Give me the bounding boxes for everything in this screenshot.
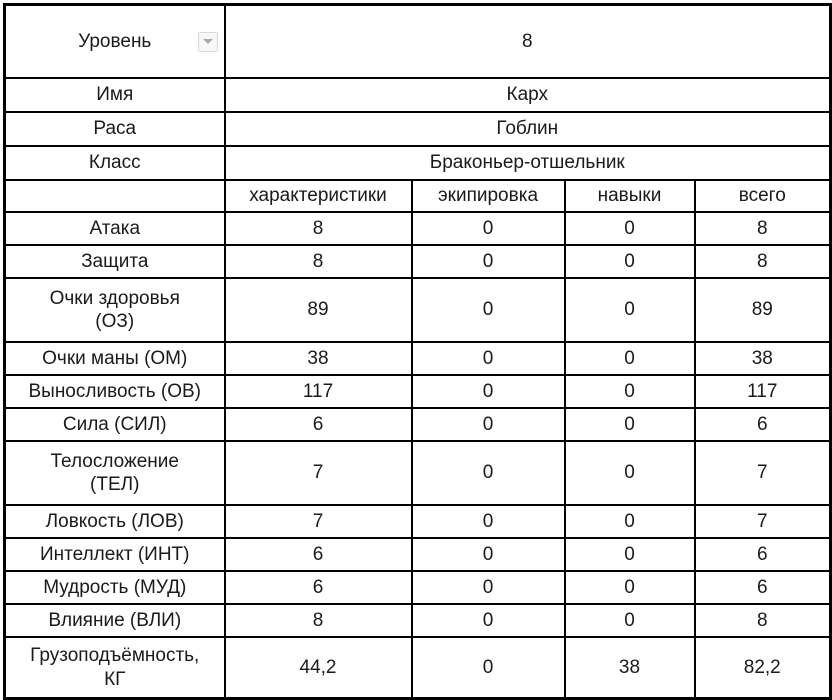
level-value: 8 xyxy=(223,3,832,80)
character-sheet: Уровень 8 Имя Карх Раса Гоблин Класс Бра… xyxy=(3,3,832,700)
name-row: Имя Карх xyxy=(3,77,832,114)
race-row: Раса Гоблин xyxy=(3,111,832,148)
stat-value: 38 xyxy=(693,341,832,377)
stat-value: 0 xyxy=(410,537,566,573)
race-label: Раса xyxy=(3,111,226,148)
name-label: Имя xyxy=(3,77,226,114)
level-label: Уровень xyxy=(78,30,152,52)
stat-row-carry-capacity: Грузоподъёмность, КГ 44,2 0 38 82,2 xyxy=(3,636,832,700)
filter-dropdown-button[interactable] xyxy=(197,31,218,52)
stat-value: 0 xyxy=(410,277,566,344)
stat-label: Интеллект (ИНТ) xyxy=(3,537,226,573)
col-header-equipment: экипировка xyxy=(410,179,566,214)
stat-row-defense: Защита 8 0 0 8 xyxy=(3,244,832,280)
stat-value: 0 xyxy=(410,211,566,247)
stat-value: 38 xyxy=(563,636,696,700)
stats-header-row: характеристики экипировка навыки всего xyxy=(3,179,832,214)
stat-value: 89 xyxy=(223,277,413,344)
stat-value: 8 xyxy=(223,211,413,247)
stat-value: 0 xyxy=(563,211,696,247)
stat-row-health-points: Очки здоровья (ОЗ) 89 0 0 89 xyxy=(3,277,832,344)
stat-value: 8 xyxy=(223,603,413,639)
level-label-cell: Уровень xyxy=(3,3,226,80)
stat-value: 0 xyxy=(563,407,696,443)
stat-value: 0 xyxy=(410,374,566,410)
stat-value: 0 xyxy=(563,504,696,540)
stat-value: 7 xyxy=(223,504,413,540)
stat-label: Выносливость (ОВ) xyxy=(3,374,226,410)
stat-value: 0 xyxy=(563,341,696,377)
stat-value: 0 xyxy=(563,277,696,344)
stat-label: Телосложение (ТЕЛ) xyxy=(3,440,226,507)
stat-value: 6 xyxy=(223,407,413,443)
stat-label: Сила (СИЛ) xyxy=(3,407,226,443)
stat-label: Мудрость (МУД) xyxy=(3,570,226,606)
stat-row-wisdom: Мудрость (МУД) 6 0 0 6 xyxy=(3,570,832,606)
stat-label: Грузоподъёмность, КГ xyxy=(3,636,226,700)
stat-value: 6 xyxy=(693,570,832,606)
stat-value: 0 xyxy=(563,244,696,280)
blank-corner-cell xyxy=(3,179,226,214)
stat-value: 7 xyxy=(223,440,413,507)
stat-row-constitution: Телосложение (ТЕЛ) 7 0 0 7 xyxy=(3,440,832,507)
col-header-skills: навыки xyxy=(563,179,696,214)
stat-value: 8 xyxy=(693,603,832,639)
stat-row-influence: Влияние (ВЛИ) 8 0 0 8 xyxy=(3,603,832,639)
stat-value: 8 xyxy=(693,211,832,247)
stat-label: Атака xyxy=(3,211,226,247)
stat-value: 0 xyxy=(410,440,566,507)
character-sheet-table: Уровень 8 Имя Карх Раса Гоблин Класс Бра… xyxy=(3,3,832,700)
col-header-characteristics: характеристики xyxy=(223,179,413,214)
name-value: Карх xyxy=(223,77,832,114)
stat-value: 117 xyxy=(693,374,832,410)
stat-value: 0 xyxy=(563,374,696,410)
stat-row-attack: Атака 8 0 0 8 xyxy=(3,211,832,247)
stat-row-stamina: Выносливость (ОВ) 117 0 0 117 xyxy=(3,374,832,410)
chevron-down-icon xyxy=(202,39,213,45)
stat-row-strength: Сила (СИЛ) 6 0 0 6 xyxy=(3,407,832,443)
stat-value: 7 xyxy=(693,440,832,507)
stat-value: 6 xyxy=(693,537,832,573)
class-row: Класс Браконьер-отшельник xyxy=(3,145,832,182)
stat-label: Влияние (ВЛИ) xyxy=(3,603,226,639)
stat-value: 6 xyxy=(223,570,413,606)
race-value: Гоблин xyxy=(223,111,832,148)
class-value: Браконьер-отшельник xyxy=(223,145,832,182)
stat-row-mana-points: Очки маны (ОМ) 38 0 0 38 xyxy=(3,341,832,377)
stat-value: 0 xyxy=(563,537,696,573)
stat-value: 7 xyxy=(693,504,832,540)
stat-value: 8 xyxy=(693,244,832,280)
stat-value: 82,2 xyxy=(693,636,832,700)
stat-row-dexterity: Ловкость (ЛОВ) 7 0 0 7 xyxy=(3,504,832,540)
stat-label: Ловкость (ЛОВ) xyxy=(3,504,226,540)
stat-value: 0 xyxy=(410,407,566,443)
stat-value: 0 xyxy=(410,504,566,540)
stat-value: 0 xyxy=(563,570,696,606)
stat-value: 38 xyxy=(223,341,413,377)
stat-value: 117 xyxy=(223,374,413,410)
stat-value: 0 xyxy=(410,636,566,700)
stat-row-intellect: Интеллект (ИНТ) 6 0 0 6 xyxy=(3,537,832,573)
stat-value: 0 xyxy=(410,341,566,377)
stat-value: 0 xyxy=(410,244,566,280)
stat-value: 8 xyxy=(223,244,413,280)
stat-value: 89 xyxy=(693,277,832,344)
level-row: Уровень 8 xyxy=(3,3,832,80)
stat-label: Очки здоровья (ОЗ) xyxy=(3,277,226,344)
col-header-total: всего xyxy=(693,179,832,214)
stat-value: 0 xyxy=(410,603,566,639)
class-label: Класс xyxy=(3,145,226,182)
stat-label: Очки маны (ОМ) xyxy=(3,341,226,377)
stat-value: 6 xyxy=(693,407,832,443)
stat-value: 0 xyxy=(563,440,696,507)
stat-value: 0 xyxy=(563,603,696,639)
stat-value: 6 xyxy=(223,537,413,573)
stat-value: 44,2 xyxy=(223,636,413,700)
stat-label: Защита xyxy=(3,244,226,280)
stat-value: 0 xyxy=(410,570,566,606)
